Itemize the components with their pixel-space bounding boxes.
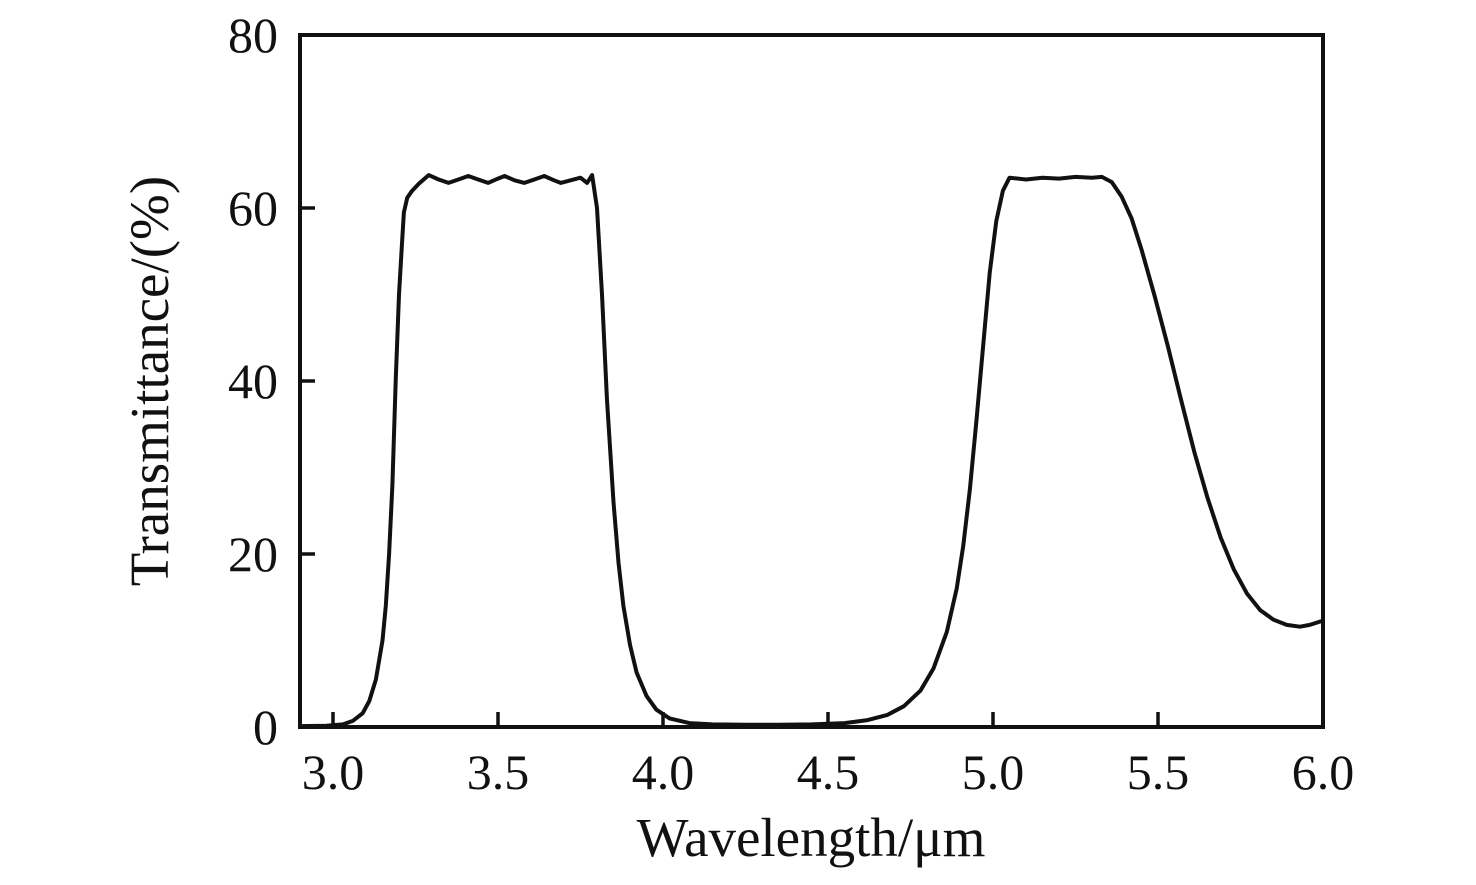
y-axis-label: Transmittance/(%) <box>119 176 180 586</box>
plot-frame <box>298 33 1325 729</box>
x-tick-label: 4.0 <box>632 744 695 800</box>
y-tick-label: 40 <box>228 353 278 409</box>
y-tick-label: 20 <box>228 526 278 582</box>
y-tick-label: 80 <box>228 7 278 63</box>
x-tick-label: 4.5 <box>797 744 860 800</box>
transmittance-curve <box>298 173 1325 729</box>
x-axis-ticks: 3.0 3.5 4.0 4.5 5.0 5.5 6.0 <box>302 712 1355 800</box>
y-tick-label: 0 <box>253 699 278 755</box>
x-tick-label: 5.0 <box>962 744 1025 800</box>
x-axis-label: Wavelength/μm <box>637 807 986 868</box>
x-tick-label: 3.0 <box>302 744 365 800</box>
x-tick-label: 5.5 <box>1127 744 1190 800</box>
x-tick-label: 6.0 <box>1292 744 1355 800</box>
x-tick-label: 3.5 <box>467 744 530 800</box>
y-tick-label: 60 <box>228 180 278 236</box>
y-axis-ticks: 0 20 40 60 80 <box>228 7 315 755</box>
